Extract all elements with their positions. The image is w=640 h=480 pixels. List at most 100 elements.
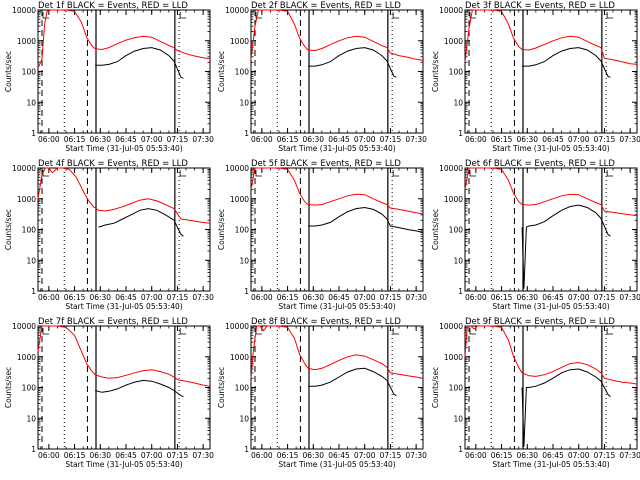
events-series-line	[98, 208, 184, 237]
x-tick-label: 07:00	[354, 135, 376, 144]
x-tick-label: 06:15	[277, 451, 299, 460]
y-tick-label: 10000	[439, 322, 463, 331]
lld-series-line	[464, 9, 638, 65]
marker-corner	[392, 170, 400, 177]
x-tick-label: 07:15	[167, 135, 189, 144]
y-tick-label: 100	[22, 384, 37, 393]
marker-corner	[255, 170, 262, 177]
x-tick-label: 06:30	[89, 293, 111, 302]
x-tick-label: 06:30	[516, 451, 538, 460]
x-tick-label: 07:30	[405, 293, 427, 302]
marker-corner	[392, 12, 400, 19]
y-tick-label: 10000	[225, 6, 249, 15]
y-tick-label: 10	[239, 414, 249, 423]
y-axis-label: Counts/sec	[4, 367, 13, 408]
x-axis-label: Start Time (31-Jul-05 05:53:40)	[492, 144, 609, 153]
x-tick-label: 07:15	[167, 451, 189, 460]
x-tick-label: 06:45	[115, 451, 137, 460]
x-tick-label: 07:30	[619, 135, 640, 144]
x-tick-label: 06:15	[277, 293, 299, 302]
y-tick-label: 1000	[230, 195, 249, 204]
panel-title: Det 3f BLACK = Events, RED = LLD	[465, 1, 615, 11]
x-tick-label: 06:45	[328, 293, 350, 302]
x-tick-label: 07:15	[167, 293, 189, 302]
events-series-line	[308, 206, 424, 233]
y-axis-label: Counts/sec	[217, 367, 226, 408]
marker-corner	[606, 12, 614, 19]
x-tick-label: 06:45	[542, 135, 564, 144]
events-series-line	[522, 47, 611, 78]
y-tick-label: 10	[453, 256, 463, 265]
panel-title: Det 6f BLACK = Events, RED = LLD	[465, 159, 615, 169]
marker-corner	[469, 12, 476, 19]
x-tick-label: 06:00	[251, 293, 273, 302]
y-axis-label: Counts/sec	[431, 367, 440, 408]
x-axis-label: Start Time (31-Jul-05 05:53:40)	[278, 302, 395, 311]
marker-corner	[469, 170, 476, 177]
x-tick-label: 06:15	[491, 451, 513, 460]
x-tick-label: 07:00	[141, 451, 163, 460]
x-axis-label: Start Time (31-Jul-05 05:53:40)	[65, 302, 182, 311]
y-tick-label: 1	[244, 445, 249, 454]
panel-title: Det 4f BLACK = Events, RED = LLD	[38, 159, 188, 169]
y-tick-label: 1	[458, 129, 463, 138]
x-tick-label: 06:00	[38, 293, 60, 302]
events-series-line	[521, 204, 611, 289]
y-tick-label: 1	[244, 287, 249, 296]
lld-series-line	[250, 325, 424, 379]
x-tick-label: 06:15	[64, 135, 86, 144]
y-tick-label: 10	[26, 414, 36, 423]
y-axis-label: Counts/sec	[431, 209, 440, 250]
y-axis-label: Counts/sec	[4, 51, 13, 92]
y-tick-label: 1	[458, 445, 463, 454]
x-tick-label: 06:00	[465, 293, 487, 302]
x-tick-label: 06:30	[89, 451, 111, 460]
x-tick-label: 07:30	[405, 451, 427, 460]
panel-title: Det 7f BLACK = Events, RED = LLD	[38, 317, 188, 327]
y-axis-label: Counts/sec	[217, 209, 226, 250]
x-tick-label: 07:30	[192, 293, 214, 302]
y-tick-label: 10000	[439, 164, 463, 173]
events-series-line	[95, 47, 184, 79]
x-tick-label: 07:00	[568, 451, 590, 460]
marker-corner	[255, 12, 262, 19]
y-tick-label: 1	[244, 129, 249, 138]
marker-corner	[469, 328, 476, 335]
x-axis-label: Start Time (31-Jul-05 05:53:40)	[278, 460, 395, 469]
x-tick-label: 06:15	[64, 451, 86, 460]
y-axis-label: Counts/sec	[217, 51, 226, 92]
marker-corner	[392, 328, 400, 335]
x-tick-label: 07:15	[380, 293, 402, 302]
marker-corner	[42, 12, 49, 19]
y-tick-label: 1000	[17, 37, 36, 46]
x-tick-label: 07:00	[568, 293, 590, 302]
lld-series-line	[250, 167, 424, 215]
x-tick-label: 07:15	[594, 451, 616, 460]
x-tick-label: 06:00	[465, 135, 487, 144]
y-tick-label: 100	[235, 384, 250, 393]
x-axis-label: Start Time (31-Jul-05 05:53:40)	[65, 460, 182, 469]
x-tick-label: 06:15	[277, 135, 299, 144]
x-axis-label: Start Time (31-Jul-05 05:53:40)	[492, 460, 609, 469]
y-tick-label: 100	[449, 68, 464, 77]
x-tick-label: 06:30	[516, 293, 538, 302]
x-tick-label: 06:15	[64, 293, 86, 302]
lld-series-line	[250, 9, 424, 61]
y-tick-label: 1	[31, 287, 36, 296]
x-tick-label: 06:00	[38, 135, 60, 144]
y-tick-label: 10	[453, 98, 463, 107]
x-tick-label: 07:15	[594, 293, 616, 302]
x-tick-label: 06:30	[302, 451, 324, 460]
lld-series-line	[37, 9, 211, 69]
x-tick-label: 06:00	[38, 451, 60, 460]
y-tick-label: 10	[239, 98, 249, 107]
y-tick-label: 100	[22, 226, 37, 235]
y-tick-label: 1	[31, 445, 36, 454]
marker-corner	[179, 328, 187, 335]
y-tick-label: 10000	[439, 6, 463, 15]
x-tick-label: 06:00	[251, 451, 273, 460]
x-tick-label: 06:15	[491, 135, 513, 144]
x-tick-label: 07:00	[141, 293, 163, 302]
marker-corner	[606, 328, 614, 335]
